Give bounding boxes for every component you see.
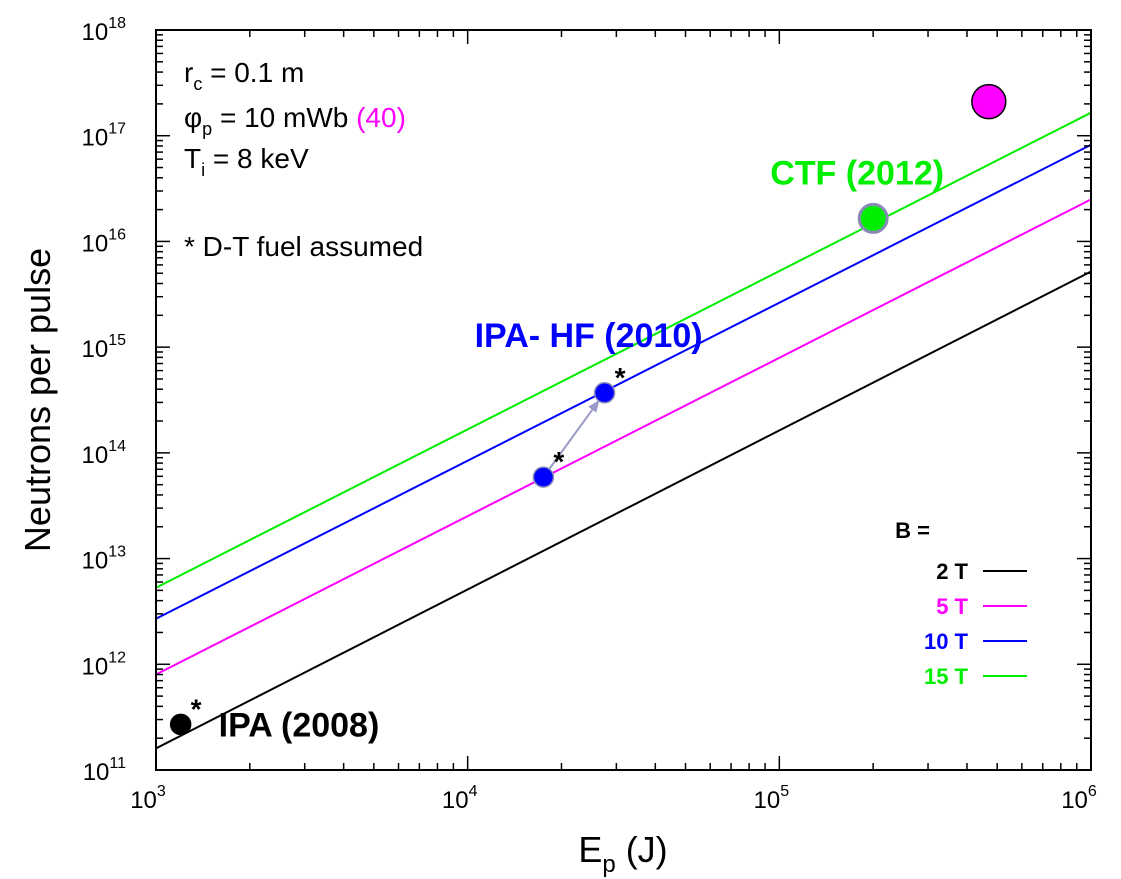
legend: B =2 T 5 T 10 T 15 T [895, 518, 1027, 689]
annotation-rc-symbol: r [184, 57, 193, 88]
data-point-ctf [857, 202, 889, 234]
axis-ticks [155, 29, 1092, 771]
x-tick-label: 106 [1061, 783, 1097, 814]
dt-fuel-star: * [615, 362, 626, 393]
annotation-phi-sub: p [202, 119, 212, 139]
annotation-ti-symbol: T [184, 143, 201, 174]
data-point-magenta-point [971, 83, 1007, 120]
annotation-fuel: * D-T fuel assumed [184, 231, 423, 262]
y-tick-label: 1012 [82, 649, 127, 680]
x-tick-label: 105 [754, 783, 790, 814]
annotation-phi-extra: (40) [356, 102, 406, 133]
legend-title: B = [895, 518, 930, 543]
point-label-ipa-hf: IPA- HF (2010) [475, 317, 703, 355]
upgrade-arrow-line [548, 400, 600, 470]
y-tick-label: 1011 [83, 755, 126, 786]
annotation-ti-rest: = 8 keV [205, 143, 309, 174]
data-point-ipa-hf-low [532, 466, 555, 488]
y-tick-label: 1013 [82, 544, 127, 575]
data-points: * IPA (2008) * * IPA- HF (2010) CTF (2012) [169, 83, 1007, 744]
y-tick-label: 1014 [82, 438, 127, 469]
y-tick-label: 1015 [82, 332, 127, 363]
dt-fuel-star: * [191, 693, 202, 724]
annotation-rc-sub: c [193, 74, 202, 94]
series-line-15t [156, 111, 1091, 589]
point-label-ipa: IPA (2008) [219, 706, 380, 744]
y-tick-label: 1016 [82, 226, 127, 257]
annotation-rc: rc = 0.1 m [184, 57, 304, 94]
series-line-2t [156, 270, 1091, 750]
data-point-ipa-hf [593, 382, 616, 404]
annotation-ti: Ti = 8 keV [184, 143, 309, 180]
series-line-5t [156, 198, 1091, 676]
axis-tick-labels: 103 104 105 106 1011 1012 1013 1014 1015 1016 1017… [82, 15, 1097, 814]
x-axis-title-sub: p [602, 851, 615, 878]
upgrade-arrow [548, 400, 600, 470]
y-tick-label: 1018 [82, 15, 127, 46]
legend-label: 10 T [924, 629, 969, 654]
annotation-ti-sub: i [201, 160, 205, 180]
annotation-phi: φp = 10 mWb (40) [184, 102, 406, 139]
y-tick-label: 1017 [82, 121, 127, 152]
x-tick-label: 104 [442, 783, 478, 814]
legend-label: 15 T [924, 664, 969, 689]
point-label-ctf: CTF (2012) [770, 154, 944, 192]
annotation-phi-symbol: φ [184, 102, 202, 133]
series-lines [156, 111, 1091, 750]
x-tick-label: 103 [130, 783, 166, 814]
annotation-rc-rest: = 0.1 m [202, 57, 304, 88]
series-line-10t [156, 143, 1091, 620]
legend-label: 5 T [936, 594, 968, 619]
y-axis-title: Neutrons per pulse [17, 248, 58, 552]
data-point-ipa [169, 713, 192, 736]
legend-label: 2 T [936, 559, 968, 584]
dt-fuel-star: * [553, 446, 564, 477]
x-axis-title: Ep (J) [578, 829, 667, 878]
annotation-phi-rest: = 10 mWb [212, 102, 356, 133]
x-axis-title-main: E [578, 829, 602, 870]
x-axis-title-unit: (J) [616, 829, 668, 870]
plot-frame [155, 29, 1092, 771]
